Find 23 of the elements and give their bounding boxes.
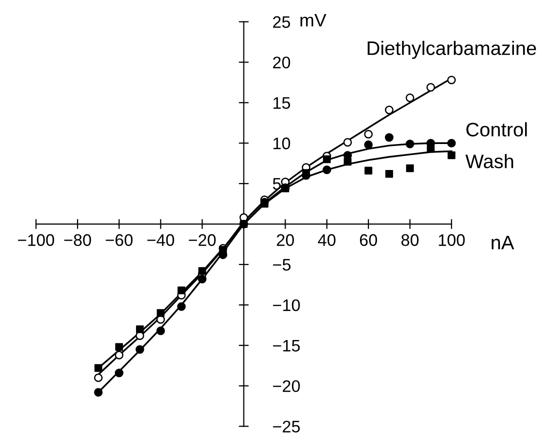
y-tick-label: 10	[274, 138, 290, 150]
x-tick-label: 60	[360, 234, 378, 246]
x-axis-title: nA	[492, 236, 514, 250]
x-tick-label: 80	[401, 234, 419, 246]
y-tick-label: −20	[273, 380, 300, 392]
y-tick-label: −5	[273, 259, 291, 271]
x-tick-label: −40	[147, 234, 174, 246]
y-tick-label: −15	[273, 340, 300, 352]
y-tick-label: −10	[273, 299, 300, 312]
x-tick-label: −20	[188, 234, 216, 246]
y-tick-label: −25	[273, 420, 300, 433]
series-label: Diethylcarbamazine	[368, 40, 536, 59]
x-tick-label: 100	[438, 234, 465, 246]
series-label: Control	[466, 122, 527, 136]
x-tick-label: −80	[64, 234, 92, 246]
x-tick-label: −100	[18, 234, 54, 246]
x-tick-label: −60	[106, 234, 133, 246]
y-tick-label: 15	[274, 97, 290, 109]
y-axis-title: mV	[300, 14, 326, 26]
y-tick-label: 25	[273, 16, 290, 28]
series-label: Wash	[465, 154, 514, 168]
y-tick-label: 20	[273, 56, 290, 68]
x-tick-label: 40	[318, 234, 336, 246]
